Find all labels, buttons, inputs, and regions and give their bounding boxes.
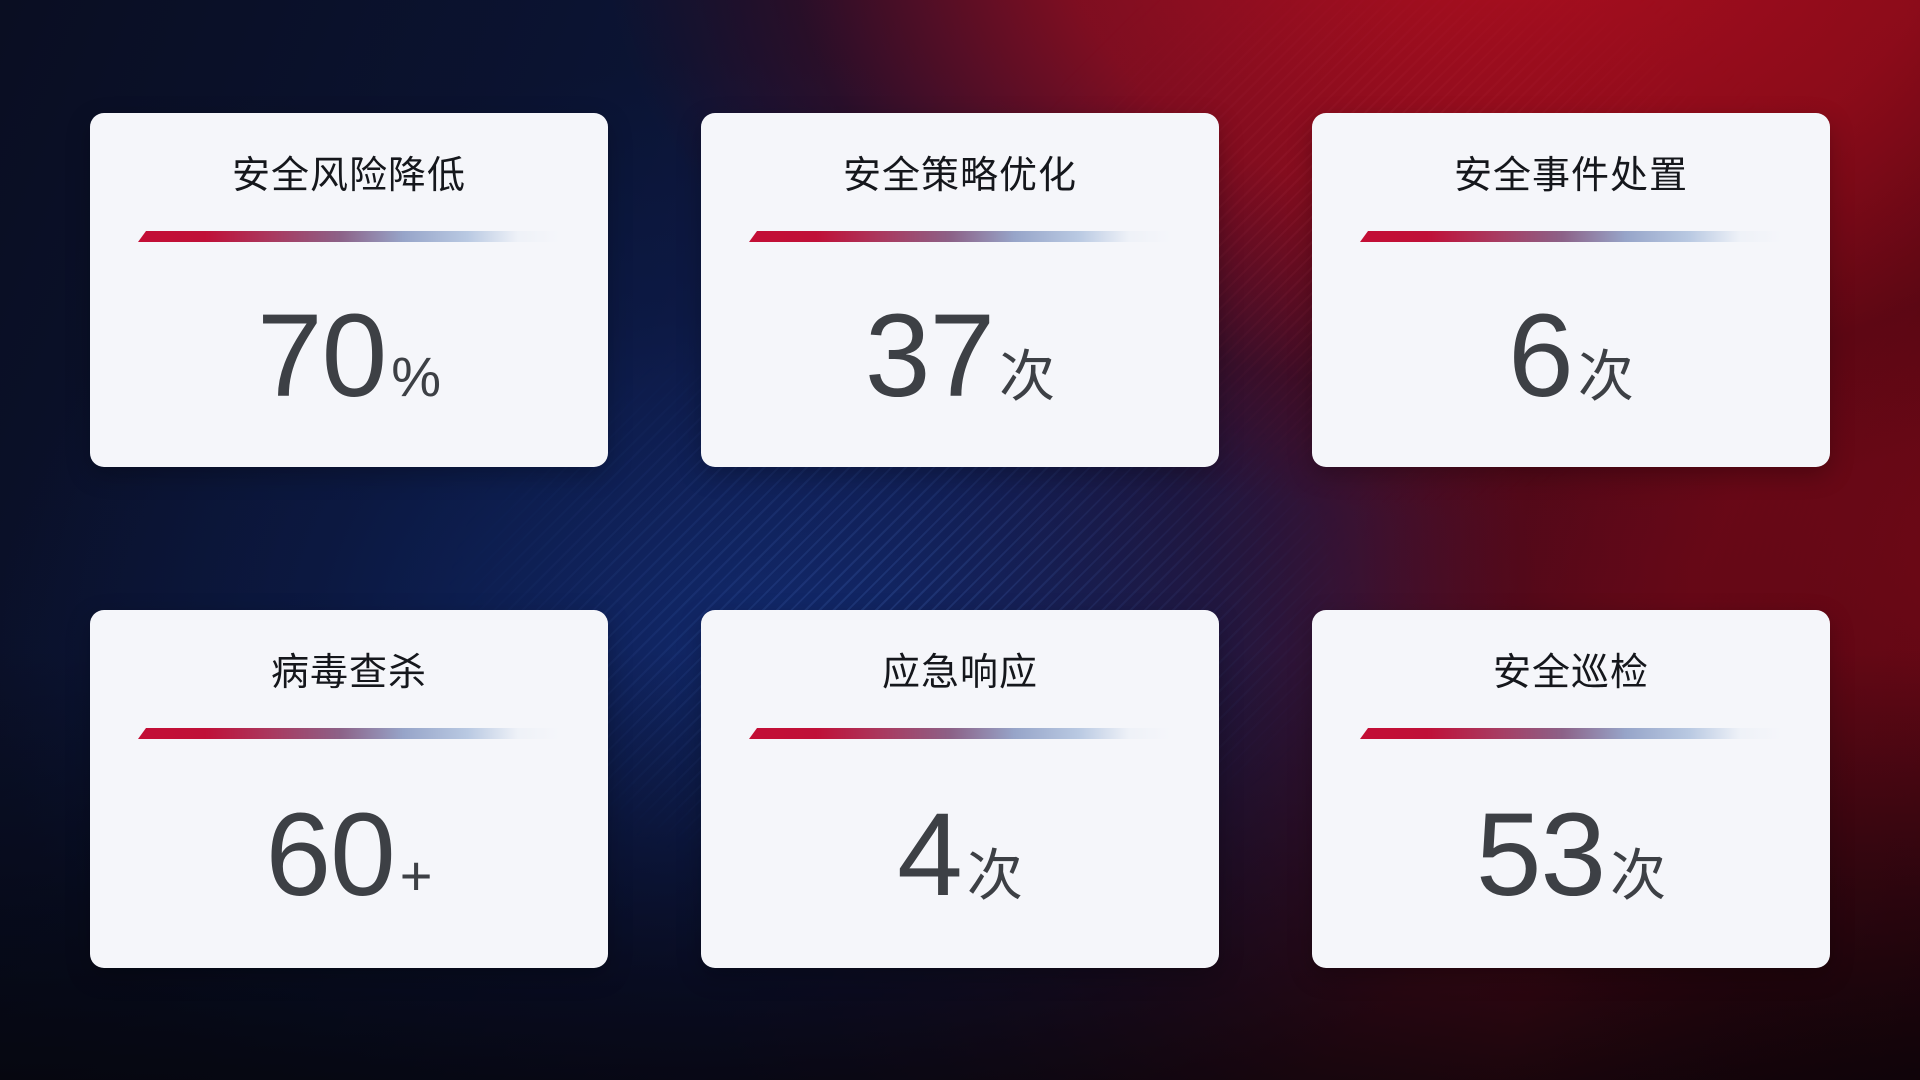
value-unit: %: [391, 344, 442, 408]
value-number: 60: [265, 788, 396, 921]
value-unit: 次: [999, 344, 1056, 408]
card-value: 70 %: [138, 270, 560, 467]
card-value: 4 次: [749, 767, 1171, 968]
stat-card-security-inspection: 安全巡检 53 次: [1312, 610, 1830, 968]
divider-gradient-line: [749, 728, 1171, 739]
value-row: 60 +: [266, 796, 433, 914]
card-value: 53 次: [1360, 767, 1782, 968]
card-title: 安全巡检: [1492, 652, 1649, 694]
divider-gradient-line: [749, 231, 1171, 242]
stat-card-risk-reduction: 安全风险降低 70 %: [90, 113, 608, 467]
value-unit: 次: [966, 843, 1023, 907]
value-row: 6 次: [1508, 297, 1634, 415]
card-title: 安全策略优化: [842, 155, 1077, 197]
value-number: 37: [864, 289, 995, 422]
divider-gradient-line: [1360, 728, 1782, 739]
stat-card-emergency-response: 应急响应 4 次: [701, 610, 1219, 968]
value-row: 37 次: [865, 297, 1055, 415]
value-row: 53 次: [1476, 796, 1666, 914]
card-title: 安全风险降低: [231, 155, 466, 197]
stat-card-policy-optimization: 安全策略优化 37 次: [701, 113, 1219, 467]
value-number: 70: [256, 289, 387, 422]
divider-gradient-line: [1360, 231, 1782, 242]
value-unit: +: [399, 843, 433, 907]
value-row: 4 次: [897, 796, 1023, 914]
card-value: 37 次: [749, 270, 1171, 467]
card-title: 病毒查杀: [270, 652, 427, 694]
value-number: 4: [897, 788, 963, 921]
value-unit: 次: [1610, 843, 1667, 907]
card-title: 应急响应: [881, 652, 1038, 694]
card-value: 6 次: [1360, 270, 1782, 467]
divider-gradient-line: [138, 728, 560, 739]
card-value: 60 +: [138, 767, 560, 968]
value-unit: 次: [1577, 344, 1634, 408]
value-number: 6: [1508, 289, 1574, 422]
stat-card-virus-scan: 病毒查杀 60 +: [90, 610, 608, 968]
stat-card-incident-handling: 安全事件处置 6 次: [1312, 113, 1830, 467]
value-row: 70 %: [257, 297, 441, 415]
card-title: 安全事件处置: [1453, 155, 1688, 197]
divider-gradient-line: [138, 231, 560, 242]
value-number: 53: [1475, 788, 1606, 921]
